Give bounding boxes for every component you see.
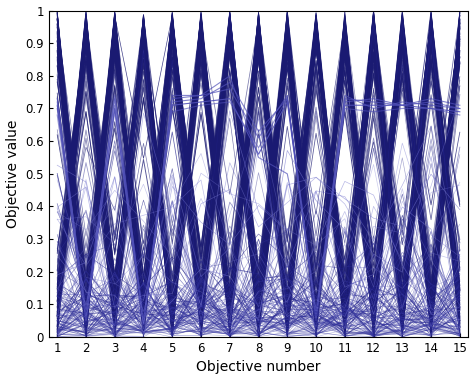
X-axis label: Objective number: Objective number — [196, 361, 321, 374]
Y-axis label: Objective value: Objective value — [6, 120, 19, 228]
